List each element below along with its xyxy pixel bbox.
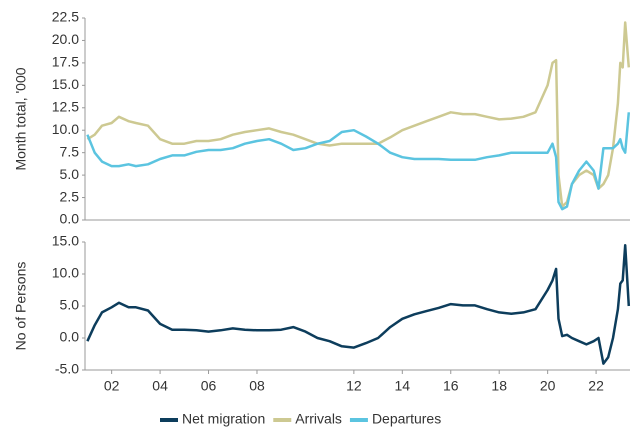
x-tick-label: 06 [201,378,217,394]
legend-label: Departures [372,411,441,427]
y-tick-label: 5.0 [60,297,80,313]
y-tick-label: 15.0 [52,233,79,249]
y-tick-label: 5.0 [60,166,80,182]
x-tick-label: 12 [346,378,362,394]
y-tick-label: 7.5 [60,143,80,159]
y-tick-label: 10.0 [52,121,79,137]
x-tick-label: 14 [395,378,411,394]
x-tick-label: 20 [540,378,556,394]
legend-label: Net migration [182,411,265,427]
x-tick-label: 22 [588,378,604,394]
y-tick-label: 17.5 [52,54,79,70]
y-tick-label: 2.5 [60,188,80,204]
x-tick-label: 04 [152,378,168,394]
y-axis-label: No of Persons [13,262,29,351]
y-tick-label: 0.0 [60,211,80,227]
y-tick-label: 15.0 [52,76,79,92]
y-axis-label: Month total, '000 [13,67,29,170]
y-tick-label: 12.5 [52,98,79,114]
line-series [86,21,631,208]
line-series [86,112,631,211]
y-tick-label: 22.5 [52,9,79,25]
x-tick-label: 08 [249,378,265,394]
line-series [86,243,631,365]
y-tick-label: 20.0 [52,31,79,47]
y-tick-label: 0.0 [60,329,80,345]
y-tick-label: -5.0 [55,361,79,377]
y-tick-label: 10.0 [52,265,79,281]
x-tick-label: 02 [104,378,120,394]
x-tick-label: 18 [491,378,507,394]
x-tick-label: 16 [443,378,459,394]
legend-label: Arrivals [295,411,342,427]
